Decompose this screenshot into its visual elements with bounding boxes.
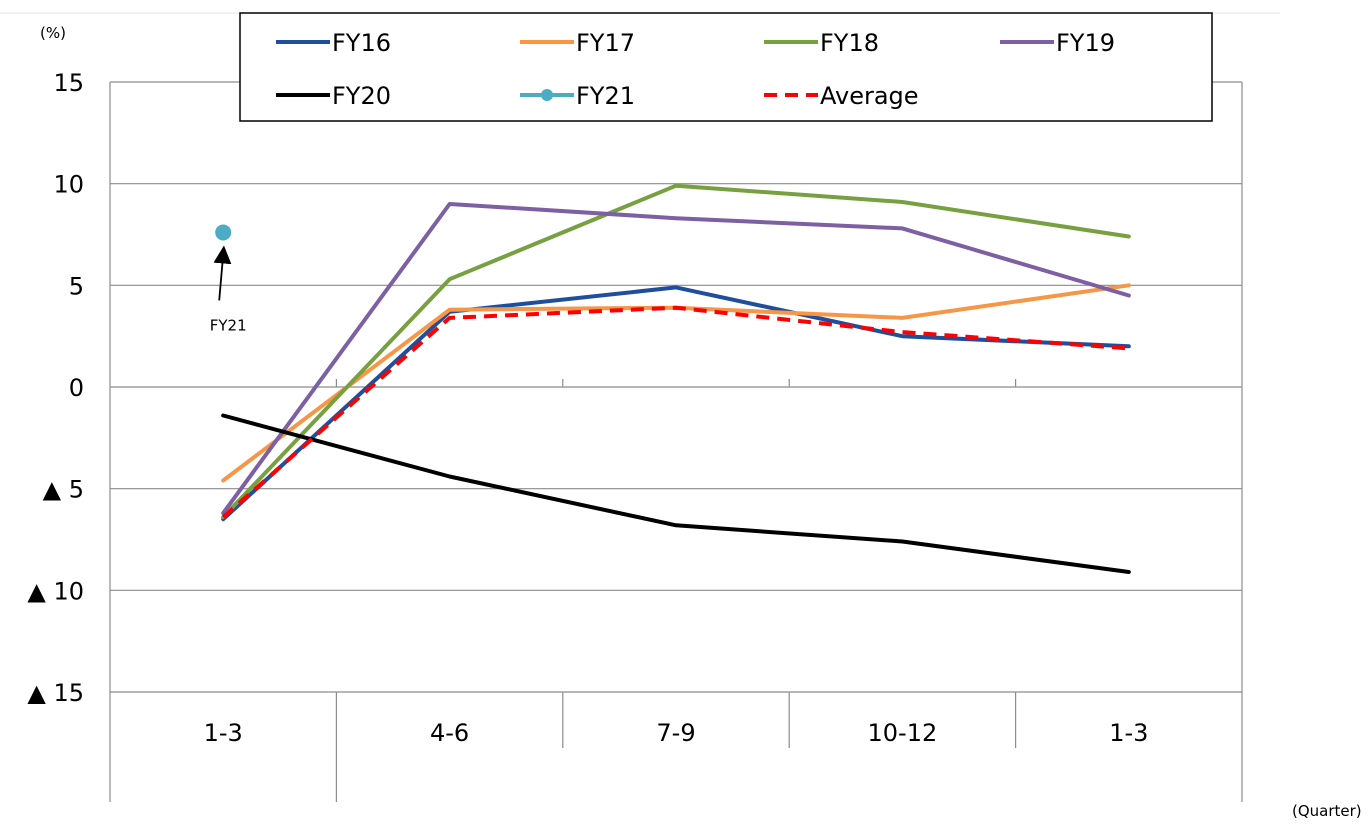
x-tick-label: 1-3 [204,719,243,747]
legend: FY16 FY17 FY18 FY19 FY20 FY21 Average [239,12,1213,122]
axes [109,82,1243,802]
legend-box [239,12,1213,122]
series-line-fy18 [221,183,1131,520]
legend-label-average: Average [820,82,919,110]
x-tick-label: 7-9 [656,719,695,747]
x-unit-label: (Quarter) [1292,802,1362,820]
annotations: FY21 [210,245,247,334]
y-tick-label: 10 [53,171,84,199]
gridlines [110,81,1242,693]
annotation-arrow [213,245,232,301]
y-tick-label: ▲ 5 [43,476,84,504]
y-tick-label: 5 [69,272,84,300]
series-point-fy21 [215,224,232,241]
x-tick-label: 1-3 [1109,719,1148,747]
legend-label-fy19: FY19 [1056,29,1115,57]
legend-label-fy21: FY21 [576,82,635,110]
y-tick-label: 15 [53,69,84,97]
x-tick-label: 10-12 [868,719,938,747]
series-line-fy16 [221,285,1131,522]
series-line-fy19 [221,202,1131,516]
legend-label-fy17: FY17 [576,29,635,57]
y-tick-label: ▲ 15 [27,679,84,707]
x-tick-labels: 1-3 4-6 7-9 10-12 1-3 [204,719,1149,747]
series-line-average [221,305,1129,519]
series-lines [215,183,1131,574]
y-tick-labels: 15 10 5 0 ▲ 5 ▲ 10 ▲ 15 [27,69,84,707]
legend-label-fy16: FY16 [332,29,391,57]
y-unit-label: (%) [40,24,66,42]
legend-marker-fy21 [541,89,553,101]
x-tick-label: 4-6 [430,719,469,747]
y-tick-label: 0 [69,374,84,402]
annotation-label: FY21 [210,316,247,334]
legend-label-fy18: FY18 [820,29,879,57]
series-line-fy20 [221,413,1131,574]
y-tick-label: ▲ 10 [27,577,84,605]
legend-label-fy20: FY20 [332,82,391,110]
